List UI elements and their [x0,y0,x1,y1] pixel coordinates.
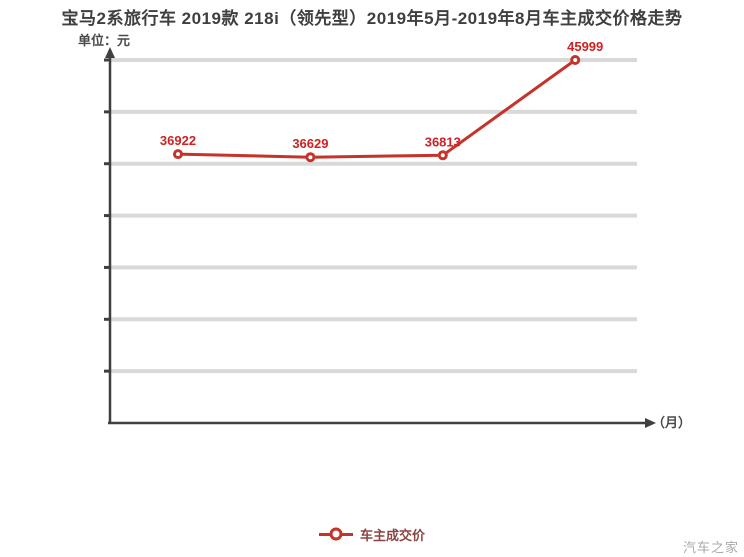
data-point-center [176,152,180,157]
data-point-label: 45999 [567,39,603,54]
trend-line [177,58,577,159]
y-axis-unit-label: 单位：元 [78,33,131,48]
y-axis-arrow-icon [105,47,115,58]
x-axis-arrow-icon [645,418,656,428]
legend-line-marker-icon [318,527,353,541]
data-point-label: 36813 [425,134,461,149]
data-point-center [440,153,445,158]
legend: 车主成交价 [0,524,744,544]
legend-ring-icon [329,527,343,541]
data-point-label: 36922 [160,133,196,148]
watermark-autohome: 汽车之家 [682,540,739,555]
chart-title: 宝马2系旅行车 2019款 218i（领先型）2019年5月-2019年8月车主… [61,9,683,28]
data-point-center [308,155,313,160]
data-point-label: 36629 [292,136,328,151]
data-point-center [573,58,578,63]
legend-label: 车主成交价 [359,527,425,543]
x-axis-month-label: （月） [652,415,692,430]
